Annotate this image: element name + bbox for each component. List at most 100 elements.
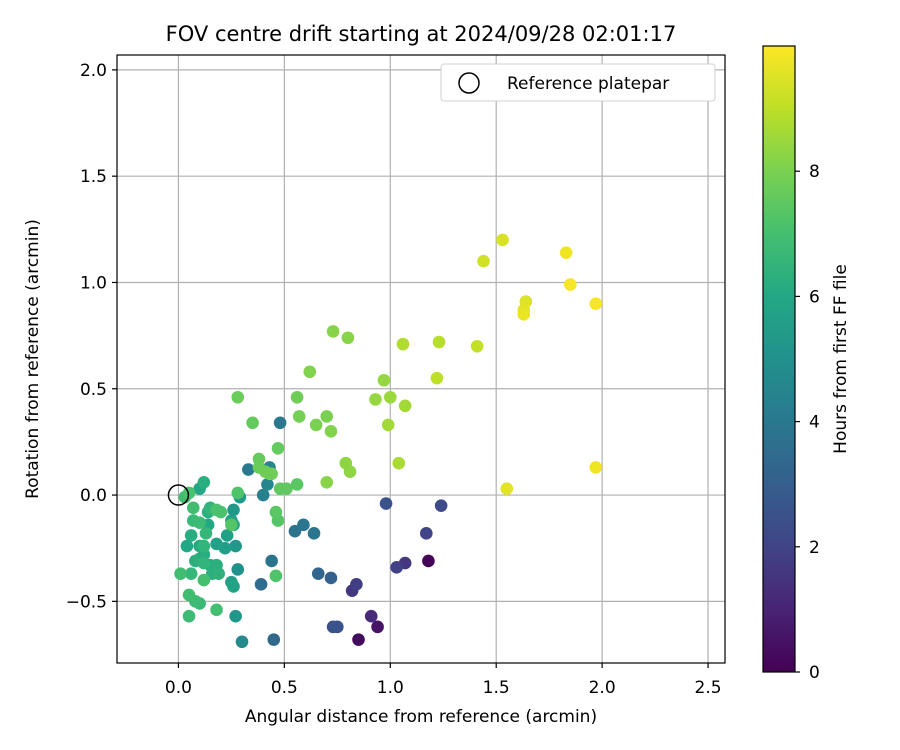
data-point — [261, 478, 274, 491]
data-point — [182, 609, 196, 623]
data-point — [303, 365, 317, 379]
data-point — [231, 486, 245, 500]
reference-platepar-marker — [167, 484, 190, 506]
data-point — [430, 371, 444, 385]
data-point — [432, 335, 446, 349]
data-point — [341, 331, 355, 345]
data-point — [379, 497, 393, 510]
plot-frame — [116, 54, 726, 664]
data-points — [174, 233, 603, 649]
data-point — [231, 563, 245, 576]
data-point — [496, 233, 509, 247]
data-point — [419, 527, 433, 540]
data-point — [343, 465, 357, 478]
data-point — [371, 620, 384, 634]
legend-box — [440, 63, 716, 102]
data-point — [398, 399, 412, 413]
data-point — [290, 478, 304, 491]
data-point — [311, 567, 325, 581]
data-point — [589, 297, 603, 311]
data-point — [269, 505, 283, 519]
data-point — [186, 501, 200, 515]
y-axis-ticks: −0.5 0.0 0.5 1.0 1.5 2.0 — [66, 61, 117, 612]
y-axis-label: Rotation from reference (arcmin) — [23, 219, 43, 499]
data-point — [184, 529, 198, 542]
data-point — [290, 390, 304, 404]
data-point — [235, 635, 249, 649]
data-point — [392, 456, 406, 470]
data-point — [331, 620, 344, 634]
colorbar-tick-label: 6 — [809, 287, 820, 307]
y-tick-label: 0.0 — [80, 486, 107, 506]
data-point — [324, 571, 338, 585]
data-point — [174, 567, 187, 581]
data-point — [210, 537, 223, 551]
data-point — [227, 503, 240, 517]
data-point — [254, 578, 268, 591]
data-point — [197, 573, 211, 587]
data-point — [280, 482, 293, 495]
x-axis-label: Angular distance from reference (arcmin) — [245, 707, 597, 727]
data-point — [477, 254, 490, 268]
data-point — [377, 373, 391, 387]
data-point — [352, 633, 365, 646]
data-point — [197, 476, 211, 489]
data-point — [246, 416, 259, 430]
x-axis-ticks: 0.0 0.5 1.0 1.5 2.0 2.5 — [165, 663, 722, 698]
data-point — [320, 410, 334, 423]
data-point — [273, 416, 287, 430]
data-point — [184, 567, 198, 581]
data-point — [242, 463, 255, 476]
data-point — [297, 518, 310, 532]
grid — [117, 55, 725, 663]
data-point — [292, 410, 306, 423]
data-point — [214, 505, 228, 519]
data-point — [180, 539, 194, 553]
data-point — [383, 390, 397, 404]
data-point — [265, 554, 278, 568]
data-point — [197, 539, 211, 553]
data-point — [231, 390, 245, 404]
data-point — [229, 539, 242, 553]
legend-marker-reference — [458, 72, 480, 94]
data-point — [564, 278, 577, 291]
data-point — [199, 527, 213, 540]
data-point — [422, 554, 435, 568]
y-tick-label: 1.5 — [80, 167, 107, 187]
x-tick-label: 1.5 — [483, 678, 510, 698]
x-tick-label: 2.0 — [589, 678, 616, 698]
data-point — [396, 337, 410, 351]
y-tick-label: 1.0 — [80, 273, 107, 293]
data-point — [589, 461, 603, 474]
colorbar: 0 2 4 6 8 Hours from first FF file — [762, 45, 851, 683]
y-tick-label: 0.5 — [80, 380, 107, 400]
colorbar-ticks: 0 2 4 6 8 — [795, 162, 820, 683]
data-point — [210, 603, 223, 617]
data-point — [212, 567, 225, 581]
data-point — [381, 418, 395, 432]
data-point — [470, 339, 484, 353]
data-point — [269, 569, 283, 583]
x-tick-label: 1.0 — [377, 678, 404, 698]
data-point — [307, 527, 321, 540]
x-tick-label: 0.0 — [165, 678, 192, 698]
colorbar-label: Hours from first FF file — [831, 264, 851, 454]
colorbar-gradient — [762, 45, 796, 673]
x-tick-label: 0.5 — [271, 678, 298, 698]
data-point — [220, 529, 234, 542]
data-point — [326, 325, 340, 338]
data-point — [197, 556, 211, 570]
data-point — [350, 578, 363, 591]
data-point — [500, 482, 514, 495]
colorbar-tick-label: 4 — [809, 413, 820, 433]
colorbar-tick-label: 8 — [809, 162, 820, 182]
data-point — [225, 518, 238, 532]
colorbar-tick-label: 0 — [809, 663, 820, 683]
x-tick-label: 2.5 — [695, 678, 722, 698]
data-point — [559, 246, 573, 260]
data-point — [227, 580, 240, 593]
legend: Reference platepar — [440, 63, 716, 102]
data-point — [369, 393, 382, 406]
data-point — [320, 476, 334, 489]
